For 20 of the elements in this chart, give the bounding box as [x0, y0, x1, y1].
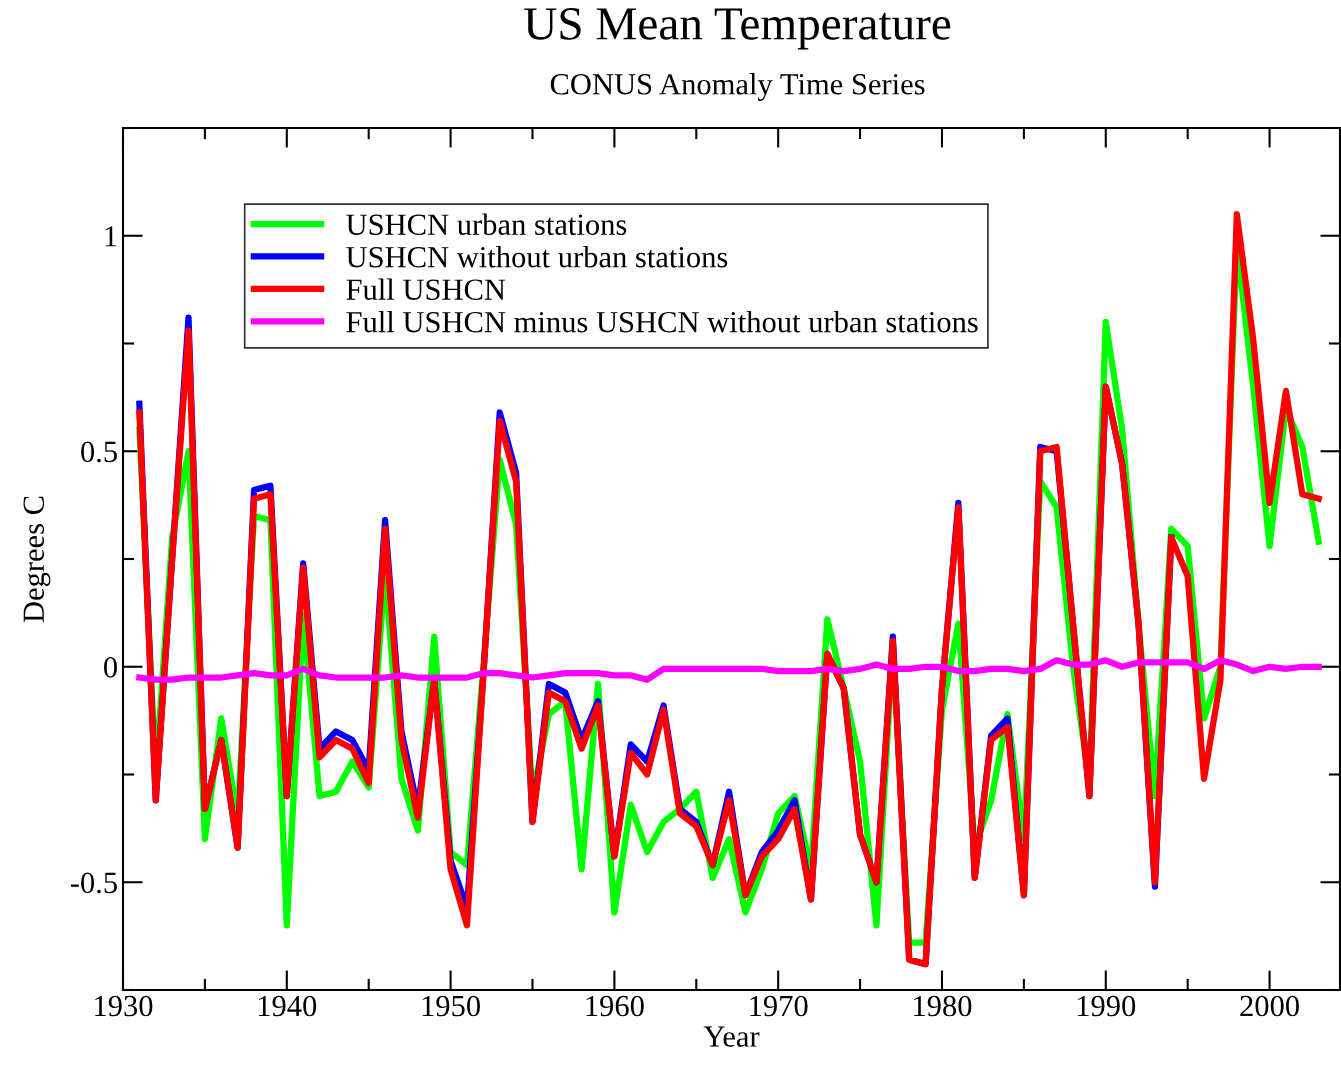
legend-label: USHCN without urban stations	[346, 245, 728, 268]
y-tick-label: 1	[105, 226, 117, 247]
x-tick-label: 1960	[586, 995, 644, 1017]
x-tick-label: 1940	[258, 995, 317, 1017]
chart-title: US Mean Temperature	[524, 8, 951, 50]
x-tick-label: 1990	[1077, 995, 1136, 1017]
y-tick-label: 0.5	[81, 441, 117, 463]
y-axis-title: Degrees C	[23, 496, 51, 623]
y-tick-label: 0	[104, 657, 117, 678]
chart-subtitle: CONUS Anomaly Time Series	[550, 73, 925, 101]
x-tick-label: 1950	[422, 995, 480, 1017]
x-tick-label: 2000	[1240, 995, 1299, 1017]
legend-label: Full USHCN minus USHCN without urban stations	[346, 310, 978, 333]
legend-label: USHCN urban stations	[346, 213, 627, 235]
x-tick-label: 1930	[95, 995, 153, 1017]
x-tick-label: 1980	[914, 995, 972, 1017]
y-tick-label: -0.5	[70, 872, 117, 894]
legend-label: Full USHCN	[346, 278, 506, 300]
x-axis-title: Year	[703, 1026, 760, 1047]
x-tick-label: 1970	[750, 995, 808, 1017]
